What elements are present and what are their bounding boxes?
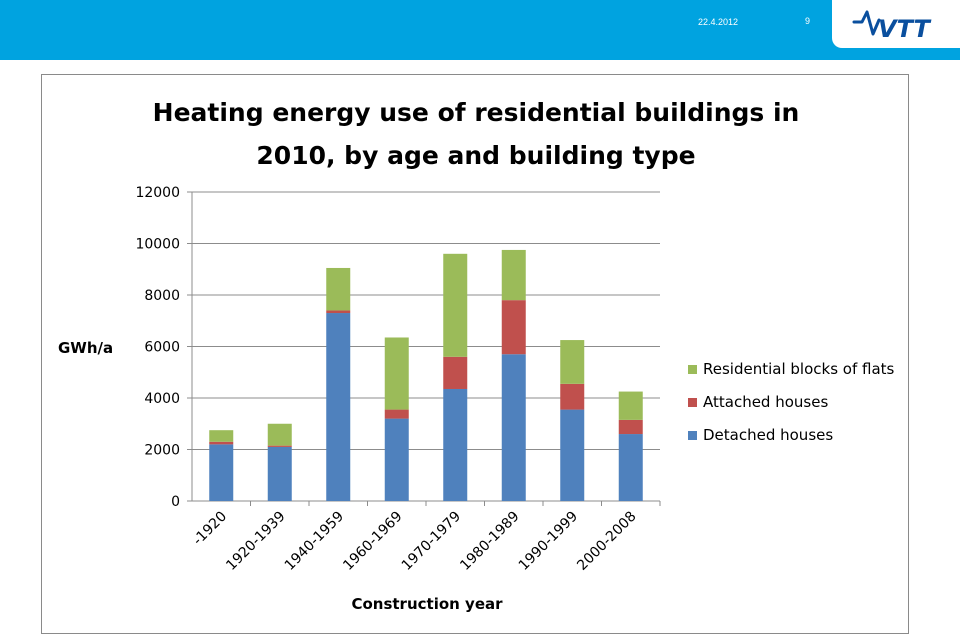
bar-segment xyxy=(560,340,585,384)
bar-segment xyxy=(267,446,292,501)
bar-segment xyxy=(267,423,292,446)
chart-svg: Heating energy use of residential buildi… xyxy=(58,98,895,613)
y-tick-label: 12000 xyxy=(135,185,180,201)
y-tick-label: 0 xyxy=(171,494,180,510)
x-tick-label: 1990-1999 xyxy=(516,509,581,574)
bar-segment xyxy=(618,434,643,501)
x-tick-label: 1960-1969 xyxy=(340,509,405,574)
y-tick-label: 8000 xyxy=(144,288,180,304)
bar-segment xyxy=(384,409,409,419)
vtt-logo-mark: VTT xyxy=(852,10,931,43)
chart: Heating energy use of residential buildi… xyxy=(42,75,908,638)
bar-segment xyxy=(501,300,526,355)
y-axis-label: GWh/a xyxy=(58,339,113,357)
page-number: 9 xyxy=(805,16,811,26)
x-tick-label: 1970-1979 xyxy=(399,509,464,574)
y-tick-label: 6000 xyxy=(144,340,180,356)
bar-segment xyxy=(618,391,643,420)
bar-segment xyxy=(560,383,585,410)
slide-date: 22.4.2012 xyxy=(698,17,739,27)
logo-text: VTT xyxy=(878,15,931,43)
y-tick-label: 2000 xyxy=(144,443,180,459)
x-tick-label: 1920-1939 xyxy=(223,509,288,574)
chart-title-line: 2010, by age and building type xyxy=(256,141,695,170)
bar-segment xyxy=(384,337,409,410)
bar-segment xyxy=(501,354,526,501)
bar-segment xyxy=(267,445,292,447)
legend-label: Detached houses xyxy=(703,426,833,444)
bar-segment xyxy=(209,441,234,445)
bar-segment xyxy=(384,418,409,501)
y-tick-label: 4000 xyxy=(144,391,180,407)
legend-label: Residential blocks of flats xyxy=(703,360,895,378)
bar-segment xyxy=(326,313,351,501)
bar-segment xyxy=(618,419,643,435)
legend-swatch xyxy=(688,431,697,440)
bar-segment xyxy=(209,444,234,501)
bar-segment xyxy=(443,253,468,357)
bar-segment xyxy=(443,388,468,501)
bar-segment xyxy=(560,409,585,501)
legend-swatch xyxy=(688,398,697,407)
x-tick-label: 1980-1989 xyxy=(457,509,522,574)
bar-segment xyxy=(501,249,526,301)
bar-segment xyxy=(326,267,351,311)
x-tick-label: -1920 xyxy=(190,509,230,549)
x-tick-label: 2000-2008 xyxy=(574,509,639,574)
x-tick-label: 1940-1959 xyxy=(282,509,347,574)
bar-segment xyxy=(326,310,351,314)
legend-swatch xyxy=(688,365,697,374)
vtt-logo: VTT xyxy=(832,0,960,48)
bar-segment xyxy=(443,356,468,389)
legend-label: Attached houses xyxy=(703,393,828,411)
x-axis-label: Construction year xyxy=(351,595,503,613)
chart-frame: Heating energy use of residential buildi… xyxy=(41,74,909,634)
chart-title-line: Heating energy use of residential buildi… xyxy=(153,98,800,127)
slide-header: 22.4.2012 9 VTT xyxy=(0,0,960,60)
bar-segment xyxy=(209,430,234,442)
y-tick-label: 10000 xyxy=(135,237,180,253)
